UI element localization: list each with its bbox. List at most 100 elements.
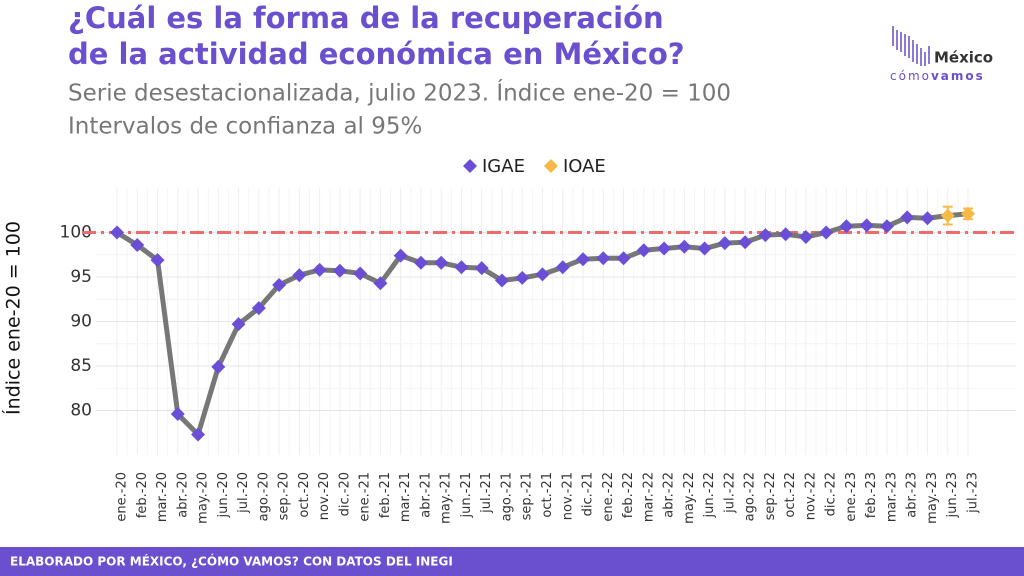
marker <box>373 276 388 291</box>
x-tick-label: oct.-22 <box>783 472 798 518</box>
x-tick-label: may.-23 <box>925 472 940 524</box>
x-tick-label: mar.-23 <box>884 472 899 522</box>
x-tick-label: feb.-21 <box>378 472 393 518</box>
subtitle: Serie desestacionalizada, julio 2023. Ín… <box>68 79 731 107</box>
logo-text: vamos <box>931 69 985 83</box>
x-tick-label: abr.-20 <box>175 472 190 518</box>
x-tick-label: jun.-21 <box>459 472 474 518</box>
marker <box>130 237 145 252</box>
marker <box>798 229 813 244</box>
marker <box>150 253 165 268</box>
marker <box>434 255 449 270</box>
y-tick-label: 95 <box>70 267 92 287</box>
y-tick-label: 85 <box>70 356 92 376</box>
marker <box>697 241 712 256</box>
x-tick-label: ago.-22 <box>743 472 758 521</box>
x-tick-label: abr.-22 <box>662 472 677 518</box>
y-tick-label: 80 <box>70 401 92 421</box>
marker <box>191 427 206 442</box>
x-tick-label: dic.-22 <box>824 472 839 516</box>
marker <box>636 243 651 258</box>
x-tick-label: sep.-22 <box>763 472 778 520</box>
marker <box>353 266 368 281</box>
legend-label: IGAE <box>482 156 525 177</box>
x-tick-label: jul.-21 <box>479 472 494 514</box>
marker <box>900 210 915 225</box>
marker <box>170 407 185 422</box>
marker <box>494 273 509 288</box>
marker <box>576 252 591 267</box>
marker <box>657 241 672 256</box>
marker <box>616 251 631 266</box>
marker <box>231 317 246 332</box>
marker <box>758 228 773 243</box>
footer-bar <box>0 547 1024 576</box>
x-tick-label: ene.-20 <box>115 472 130 522</box>
x-tick-label: jul.-22 <box>722 472 737 514</box>
marker <box>110 225 124 240</box>
marker <box>961 206 975 221</box>
marker <box>555 260 570 275</box>
x-tick-label: mar.-22 <box>641 472 656 522</box>
marker <box>940 208 955 223</box>
x-tick-label: nov.-20 <box>317 472 332 520</box>
marker <box>920 211 935 226</box>
x-tick-label: sep.-20 <box>277 472 292 520</box>
legend-marker <box>463 159 477 173</box>
x-tick-label: jun.-23 <box>945 472 960 518</box>
marker <box>778 227 793 242</box>
marker <box>292 268 307 283</box>
x-tick-label: ene.-21 <box>358 472 373 522</box>
x-tick-label: mar.-20 <box>155 472 170 522</box>
x-tick-label: jun.-20 <box>216 472 231 518</box>
x-tick-label: may.-20 <box>196 472 211 524</box>
chart-title: ¿Cuál es la forma de la recuperación de l… <box>68 1 685 71</box>
marker <box>859 218 874 233</box>
x-tick-label: ago.-20 <box>256 472 271 521</box>
logo-text: cómovamos <box>890 69 985 83</box>
x-tick-label: sep.-21 <box>520 472 535 520</box>
marker <box>272 278 287 293</box>
marker <box>596 251 611 266</box>
marker <box>879 219 894 234</box>
marker <box>738 235 753 250</box>
logo-text: México <box>934 49 993 67</box>
marker <box>677 239 692 254</box>
footer: ELABORADO POR MÉXICO, ¿CÓMO VAMOS? CON D… <box>10 554 453 569</box>
x-tick-label: may.-22 <box>682 472 697 524</box>
marker <box>251 301 266 316</box>
x-tick-label: nov.-22 <box>803 472 818 520</box>
marker <box>474 261 489 276</box>
marker <box>454 260 469 275</box>
marker <box>393 248 408 263</box>
marker <box>413 255 428 270</box>
x-tick-label: feb.-22 <box>621 472 636 518</box>
legend-label: IOAE <box>563 156 606 177</box>
y-axis-label: Índice ene-20 = 100 <box>2 221 25 415</box>
x-tick-label: ene.-22 <box>601 472 616 522</box>
x-tick-label: nov.-21 <box>560 472 575 520</box>
y-tick-label: 100 <box>60 223 92 243</box>
y-tick-label: 90 <box>70 312 92 332</box>
subtitle: Intervalos de confianza al 95% <box>68 114 422 140</box>
x-tick-label: feb.-20 <box>135 472 150 518</box>
marker <box>515 270 530 285</box>
x-tick-label: feb.-23 <box>864 472 879 518</box>
x-tick-label: ene.-23 <box>844 472 859 522</box>
marker <box>312 262 327 277</box>
marker <box>717 236 732 251</box>
x-tick-label: dic.-21 <box>581 472 596 516</box>
x-tick-label: jul.-20 <box>236 472 251 514</box>
x-tick-label: dic.-20 <box>337 472 352 516</box>
marker <box>332 263 347 278</box>
x-tick-label: may.-21 <box>439 472 454 524</box>
x-tick-label: abr.-21 <box>418 472 433 518</box>
x-tick-label: jul.-23 <box>966 472 981 514</box>
x-tick-label: abr.-23 <box>905 472 920 518</box>
logo: México cómovamos <box>890 26 993 83</box>
x-tick-label: jun.-22 <box>702 472 717 518</box>
x-tick-label: mar.-21 <box>398 472 413 522</box>
logo-text: cómo <box>890 69 931 83</box>
x-tick-label: ago.-21 <box>499 472 514 521</box>
